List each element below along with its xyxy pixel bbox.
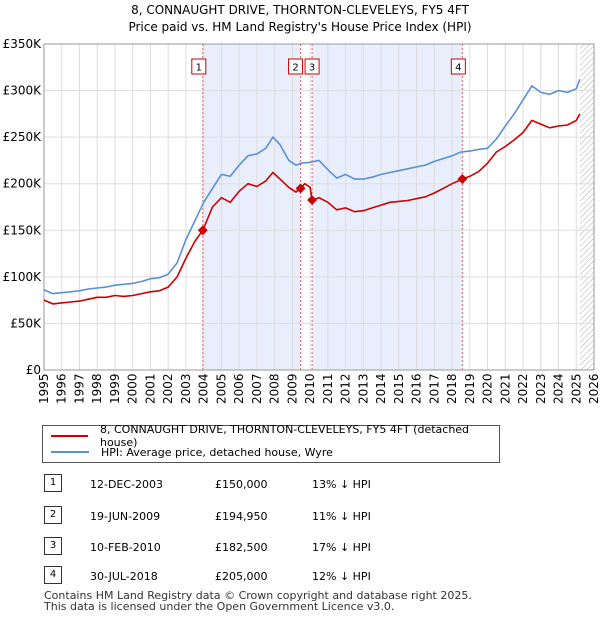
y-tick-label: £350K bbox=[3, 37, 43, 51]
x-tick-label: 2016 bbox=[410, 373, 424, 404]
x-tick-label: 2021 bbox=[498, 373, 512, 404]
legend: 8, CONNAUGHT DRIVE, THORNTON-CLEVELEYS, … bbox=[42, 423, 500, 463]
x-tick-label: 2015 bbox=[392, 373, 406, 404]
x-tick-label: 1996 bbox=[55, 373, 69, 404]
footer-licence: This data is licensed under the Open Gov… bbox=[44, 600, 395, 613]
transaction-date: 30-JUL-2018 bbox=[90, 570, 158, 583]
x-tick-label: 2008 bbox=[268, 373, 282, 404]
x-tick-label: 1999 bbox=[108, 373, 122, 404]
x-tick-label: 2019 bbox=[463, 373, 477, 404]
x-tick-label: 2023 bbox=[534, 373, 548, 404]
x-tick-label: 2006 bbox=[232, 373, 246, 404]
x-tick-label: 2009 bbox=[285, 373, 299, 404]
x-tick-label: 2014 bbox=[374, 373, 388, 404]
x-tick-label: 1995 bbox=[37, 373, 51, 404]
x-tick-label: 2013 bbox=[356, 373, 370, 404]
x-tick-label: 2018 bbox=[445, 373, 459, 404]
legend-item-hpi: HPI: Average price, detached house, Wyre bbox=[51, 445, 333, 459]
marker-label-box bbox=[191, 58, 207, 75]
transaction-hpi-diff: 11% ↓ HPI bbox=[312, 510, 371, 523]
transaction-date: 19-JUN-2009 bbox=[90, 510, 161, 523]
x-tick-label: 2002 bbox=[161, 373, 175, 404]
x-tick-label: 2011 bbox=[321, 373, 335, 404]
x-tick-label: 2007 bbox=[250, 373, 264, 404]
marker-label: 3 bbox=[309, 63, 315, 74]
footer: Contains HM Land Registry data © Crown c… bbox=[44, 590, 472, 612]
transaction-row: 1 12-DEC-2003 £150,000 13% ↓ HPI bbox=[0, 474, 600, 494]
marker-label-box bbox=[288, 58, 304, 75]
chart-subtitle: Price paid vs. HM Land Registry's House … bbox=[128, 20, 472, 34]
marker-label: 4 bbox=[455, 63, 461, 74]
legend-label-hpi: HPI: Average price, detached house, Wyre bbox=[101, 445, 333, 459]
x-tick-label: 2026 bbox=[587, 373, 600, 404]
plot-frame bbox=[43, 43, 595, 371]
transaction-price: £194,950 bbox=[215, 510, 268, 523]
x-tick-label: 2020 bbox=[481, 373, 495, 404]
y-tick-label: £100K bbox=[3, 270, 43, 284]
sale-point bbox=[295, 183, 306, 194]
y-tick-label: £300K bbox=[3, 84, 43, 98]
sale-point bbox=[197, 225, 208, 236]
x-tick-label: 2025 bbox=[569, 373, 583, 404]
x-tick-label: 2012 bbox=[339, 373, 353, 404]
y-tick-label: £200K bbox=[3, 177, 43, 191]
hatched-region bbox=[579, 44, 594, 370]
x-tick-label: 2022 bbox=[516, 373, 530, 404]
x-tick-label: 2003 bbox=[179, 373, 193, 404]
x-tick-label: 2004 bbox=[197, 373, 211, 404]
transaction-price: £182,500 bbox=[215, 541, 268, 554]
x-tick-label: 2024 bbox=[552, 373, 566, 404]
transaction-row: 4 30-JUL-2018 £205,000 12% ↓ HPI bbox=[0, 566, 600, 586]
transaction-date: 12-DEC-2003 bbox=[90, 478, 164, 491]
transaction-hpi-diff: 12% ↓ HPI bbox=[312, 570, 371, 583]
transaction-price: £150,000 bbox=[215, 478, 268, 491]
x-tick-label: 2005 bbox=[214, 373, 228, 404]
transaction-number: 1 bbox=[44, 474, 62, 492]
transaction-number: 3 bbox=[44, 537, 62, 555]
marker-label-box bbox=[450, 58, 466, 75]
transaction-hpi-diff: 13% ↓ HPI bbox=[312, 478, 371, 491]
legend-swatch-hpi bbox=[51, 451, 89, 453]
y-tick-label: £50K bbox=[10, 316, 42, 330]
transaction-date: 10-FEB-2010 bbox=[90, 541, 161, 554]
transaction-number: 2 bbox=[44, 506, 62, 524]
x-tick-label: 1998 bbox=[90, 373, 104, 404]
transaction-row: 3 10-FEB-2010 £182,500 17% ↓ HPI bbox=[0, 537, 600, 557]
chart-title: 8, CONNAUGHT DRIVE, THORNTON-CLEVELEYS, … bbox=[131, 3, 469, 17]
marker-label: 2 bbox=[292, 63, 298, 74]
transaction-price: £205,000 bbox=[215, 570, 268, 583]
x-tick-label: 2001 bbox=[143, 373, 157, 404]
sale-point bbox=[307, 195, 318, 205]
sale-point bbox=[457, 174, 468, 185]
x-tick-label: 2017 bbox=[427, 373, 441, 404]
shaded-range bbox=[202, 44, 301, 370]
transaction-hpi-diff: 17% ↓ HPI bbox=[312, 541, 371, 554]
marker-label-box bbox=[304, 58, 320, 75]
x-tick-label: 1997 bbox=[72, 373, 86, 404]
y-tick-label: £250K bbox=[3, 130, 43, 144]
y-tick-label: £0 bbox=[26, 363, 41, 377]
x-tick-label: 2000 bbox=[126, 373, 140, 404]
legend-item-property: 8, CONNAUGHT DRIVE, THORNTON-CLEVELEYS, … bbox=[51, 423, 499, 449]
x-tick-label: 2010 bbox=[303, 373, 317, 404]
transaction-number: 4 bbox=[44, 566, 62, 584]
transaction-row: 2 19-JUN-2009 £194,950 11% ↓ HPI bbox=[0, 506, 600, 526]
legend-label-property: 8, CONNAUGHT DRIVE, THORNTON-CLEVELEYS, … bbox=[99, 423, 470, 449]
marker-label: 1 bbox=[196, 63, 202, 74]
legend-swatch-property bbox=[51, 435, 88, 437]
series-line-property bbox=[43, 113, 581, 305]
price-chart: 1 2 3 4 £0 £50K £100K £150K £200K £250K £300K £350K… bbox=[3, 37, 600, 404]
footer-copyright: Contains HM Land Registry data © Crown c… bbox=[44, 589, 472, 602]
series-line-hpi bbox=[43, 79, 581, 295]
shaded-range bbox=[312, 44, 463, 370]
y-tick-label: £150K bbox=[3, 223, 43, 237]
